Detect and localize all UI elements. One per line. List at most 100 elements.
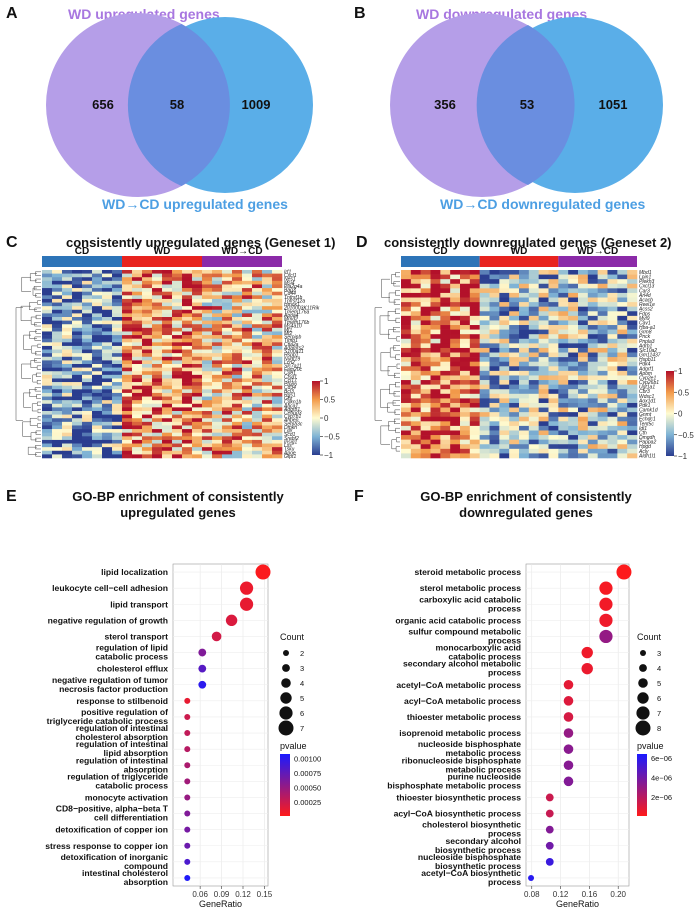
heatmap-cell (72, 280, 83, 285)
heatmap-cell (232, 407, 243, 412)
heatmap-cell (252, 280, 263, 285)
heatmap-cell (401, 453, 412, 459)
colorbar-gradient (312, 381, 320, 455)
heatmap-cell (430, 274, 441, 280)
heatmap-cell (519, 334, 530, 340)
heatmap-cell (558, 444, 569, 450)
heatmap-cell (499, 444, 510, 450)
heatmap-cell (430, 283, 441, 289)
heatmap-cell (519, 288, 530, 294)
heatmap-cell (122, 353, 133, 358)
heatmap-cell (182, 280, 193, 285)
heatmap-cell (202, 295, 213, 300)
heatmap-cell (578, 439, 589, 445)
heatmap-cell (52, 389, 63, 394)
heatmap-cell (72, 342, 83, 347)
heatmap-cell (162, 356, 173, 361)
heatmap-cell (607, 402, 618, 408)
heatmap-cell (72, 389, 83, 394)
heatmap-cell (430, 292, 441, 298)
heatmap-cell (242, 450, 253, 455)
heatmap-cell (202, 284, 213, 289)
gene-label: Apoe (283, 450, 296, 456)
heatmap-cell (519, 302, 530, 307)
heatmap-cell (72, 392, 83, 397)
heatmap-cell (242, 400, 253, 405)
heatmap-cell (272, 396, 283, 401)
heatmap-cell (242, 345, 253, 350)
heatmap-cell (489, 370, 500, 376)
heatmap-cell (558, 366, 569, 372)
heatmap-cell (272, 385, 283, 390)
heatmap-cell (252, 418, 263, 423)
heatmap-cell (528, 384, 539, 390)
heatmap-cell (548, 320, 559, 326)
heatmap-cell (548, 302, 559, 307)
heatmap-cell (430, 297, 441, 303)
dot (184, 778, 191, 785)
heatmap-cell (538, 421, 549, 427)
heatmap-cell (162, 288, 173, 292)
heatmap-cell (272, 364, 283, 368)
heatmap-cell (509, 375, 520, 381)
heatmap-cell (479, 384, 490, 390)
heatmap-cell (440, 393, 451, 399)
heatmap-cell (272, 418, 283, 423)
heatmap-cell (52, 324, 63, 329)
heatmap-cell (62, 320, 73, 325)
heatmap-cell (587, 375, 598, 381)
panel-f: F GO-BP enrichment of consistently downr… (354, 488, 672, 909)
heatmap-cell (142, 392, 153, 397)
heatmap-cell (568, 375, 579, 381)
heatmap-cell (479, 402, 490, 408)
heatmap-cell (172, 302, 183, 307)
heatmap-cell (627, 347, 638, 353)
dot (184, 874, 191, 881)
heatmap-cell (92, 367, 103, 372)
heatmap-cell (272, 291, 283, 296)
heatmap-cell (469, 435, 480, 440)
heatmap-cell (597, 338, 608, 344)
heatmap-cell (172, 273, 183, 278)
heatmap-cell (460, 274, 471, 280)
heatmap-cell (440, 384, 451, 390)
heatmap-cell (401, 343, 412, 349)
heatmap-cell (72, 414, 83, 419)
heatmap-cell (519, 361, 530, 367)
gene-label: Echdc1 (639, 417, 656, 423)
heatmap-cell (52, 273, 63, 278)
heatmap-cell (450, 407, 461, 413)
dot (184, 762, 191, 769)
heatmap-cell (538, 357, 549, 363)
heatmap-cell (528, 402, 539, 408)
heatmap-cell (528, 448, 539, 454)
heatmap-cell (212, 421, 223, 426)
heatmap-cell (192, 407, 203, 412)
heatmap-cell (192, 392, 203, 397)
heatmap-cell (92, 306, 103, 311)
heatmap-cell (242, 443, 253, 448)
heatmap-cell (401, 347, 412, 353)
x-axis-label: GeneRatio (199, 899, 242, 909)
heatmap-cell (132, 411, 143, 415)
heatmap-cell (479, 453, 490, 459)
heatmap-cell (62, 385, 73, 390)
heatmap-cell (182, 367, 193, 372)
heatmap-cell (122, 364, 133, 368)
heatmap-cell (82, 277, 93, 282)
heatmap-cell (122, 291, 133, 296)
heatmap-cell (192, 338, 203, 343)
heatmap-cell (420, 444, 431, 450)
heatmap-cell (172, 396, 183, 401)
heatmap-cell (152, 295, 163, 300)
heatmap-cell (212, 270, 223, 274)
heatmap-cell (62, 403, 73, 408)
heatmap-cell (528, 357, 539, 363)
heatmap-cell (410, 412, 421, 418)
gene-label: Cd34 (284, 385, 296, 391)
heatmap-cell (499, 343, 510, 349)
heatmap-cell (469, 297, 480, 303)
heatmap-cell (479, 361, 490, 367)
dot (563, 744, 574, 754)
heatmap-cell (102, 327, 113, 332)
